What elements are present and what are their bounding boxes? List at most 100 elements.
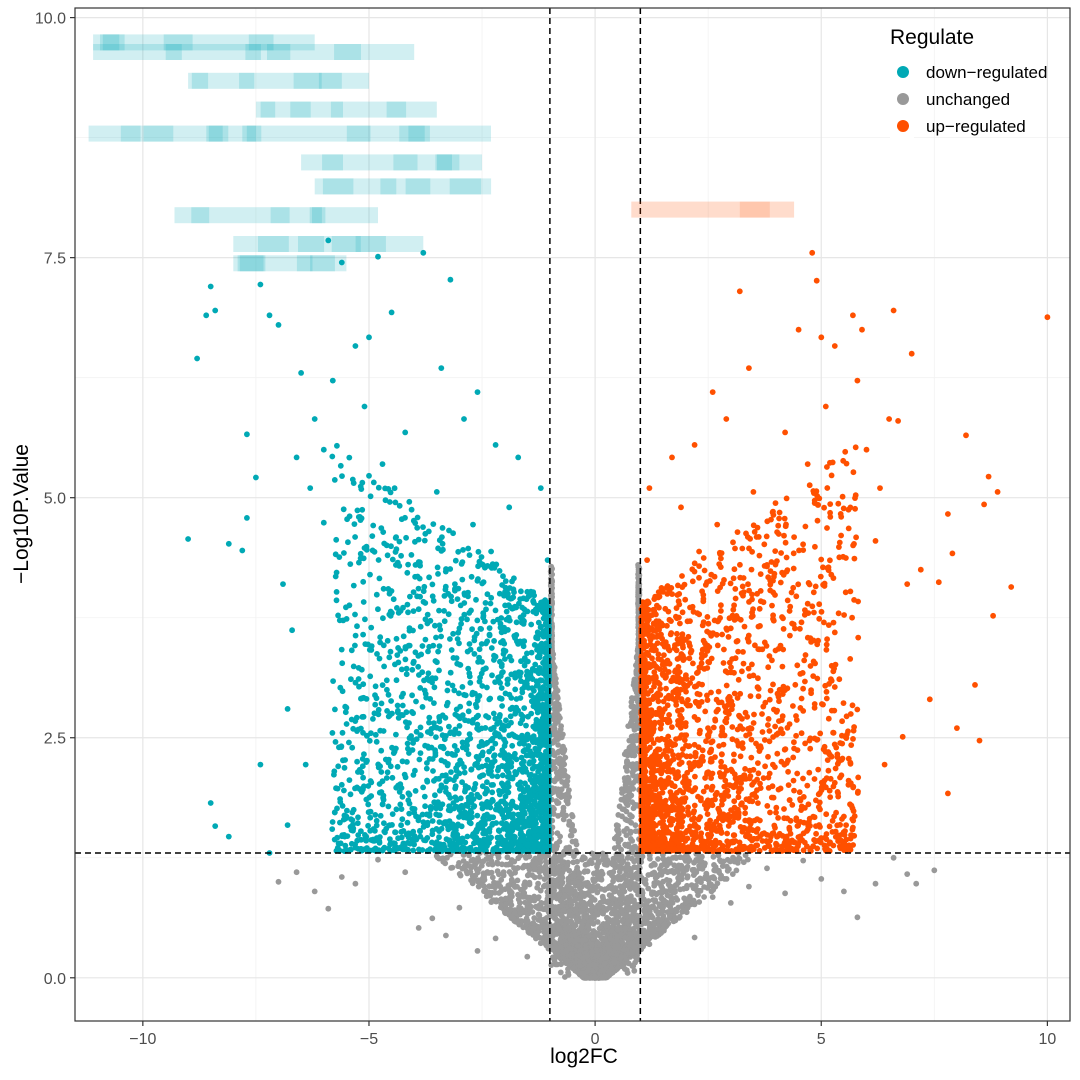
down-regulated-point [336, 744, 342, 751]
unchanged-point [537, 924, 543, 931]
unchanged-point [629, 874, 636, 881]
down-regulated-point [339, 660, 346, 667]
unchanged-point [566, 908, 573, 914]
down-regulated-point [521, 705, 528, 711]
down-regulated-point [375, 484, 382, 491]
unchanged-point [589, 850, 595, 857]
down-regulated-point [375, 764, 382, 771]
down-regulated-point [421, 537, 428, 544]
unchanged-point [624, 768, 630, 774]
unchanged-point [493, 897, 500, 903]
unchanged-point [457, 872, 464, 879]
unchanged-point [631, 903, 637, 910]
down-regulated-point [384, 686, 390, 693]
unchanged-point [652, 861, 658, 868]
unchanged-point [512, 866, 519, 873]
down-regulated-point [340, 506, 347, 513]
unchanged-point [650, 933, 656, 940]
down-regulated-point [417, 750, 424, 756]
down-regulated-point [366, 737, 373, 744]
down-regulated-point [521, 662, 528, 669]
unchanged-point [533, 860, 540, 867]
unchanged-point [531, 874, 538, 881]
unchanged-point [586, 963, 593, 970]
unchanged-point [584, 879, 591, 886]
unchanged-point [489, 883, 495, 890]
unchanged-point [504, 854, 511, 861]
down-regulated-point [490, 710, 497, 717]
down-regulated-point [419, 704, 426, 710]
unchanged-point [565, 790, 571, 797]
unchanged-point [632, 921, 639, 927]
unchanged-point [699, 853, 705, 860]
unchanged-point [621, 775, 628, 782]
unchanged-point [500, 869, 507, 876]
down-regulated-point [329, 826, 336, 832]
down-regulated-point [332, 739, 339, 745]
unchanged-point [571, 827, 577, 834]
unchanged-point [466, 852, 472, 859]
down-regulated-point [459, 576, 466, 583]
down-regulated-point [500, 573, 506, 580]
unchanged-point [624, 864, 630, 871]
unchanged-point [674, 897, 681, 903]
unchanged-point [618, 953, 625, 960]
unchanged-point [635, 891, 641, 898]
down-regulated-point [450, 630, 456, 637]
down-regulated-point [360, 681, 367, 688]
unchanged-point [485, 855, 492, 861]
unchanged-point [664, 862, 670, 869]
down-regulated-point [416, 846, 422, 853]
unchanged-point [494, 868, 501, 875]
unchanged-point [521, 863, 528, 870]
unchanged-point [631, 897, 637, 904]
down-regulated-point [499, 763, 505, 769]
down-regulated-point [339, 688, 346, 695]
down-regulated-point [391, 485, 398, 492]
unchanged-point [724, 867, 731, 874]
down-regulated-point [341, 764, 348, 771]
down-regulated-point [372, 692, 378, 699]
down-regulated-point [355, 665, 362, 671]
down-regulated-point [526, 760, 533, 767]
unchanged-point [552, 854, 558, 861]
unchanged-point [603, 953, 610, 960]
unchanged-point [710, 853, 717, 860]
unchanged-point [690, 885, 697, 892]
down-regulated-point [487, 600, 494, 607]
unchanged-point [599, 893, 606, 900]
down-regulated-point [519, 689, 526, 696]
down-regulated-point [376, 575, 383, 582]
unchanged-point [623, 913, 629, 919]
unchanged-point [581, 960, 588, 967]
unchanged-point [735, 855, 742, 862]
unchanged-point [536, 873, 543, 880]
unchanged-point [553, 931, 560, 937]
unchanged-point [574, 901, 581, 908]
unchanged-point [523, 915, 530, 922]
unchanged-point [647, 904, 654, 910]
unchanged-point [526, 898, 533, 905]
down-regulated-point [329, 453, 336, 460]
down-regulated-point [518, 588, 524, 595]
unchanged-point [536, 912, 543, 919]
down-regulated-point [486, 625, 493, 631]
unchanged-point [690, 897, 697, 904]
unchanged-point [717, 857, 723, 864]
down-regulated-point [330, 678, 336, 684]
unchanged-point [620, 873, 627, 880]
down-regulated-point [331, 809, 338, 816]
unchanged-point [715, 852, 722, 859]
unchanged-point [582, 861, 589, 868]
unchanged-point [628, 940, 635, 947]
unchanged-point [590, 876, 597, 883]
unchanged-point [527, 907, 533, 914]
unchanged-point [628, 819, 635, 826]
down-regulated-point [512, 686, 519, 693]
unchanged-point [555, 732, 561, 739]
unchanged-point [614, 937, 620, 944]
down-regulated-point [465, 545, 472, 552]
down-regulated-point [415, 663, 422, 670]
unchanged-point [706, 880, 713, 887]
